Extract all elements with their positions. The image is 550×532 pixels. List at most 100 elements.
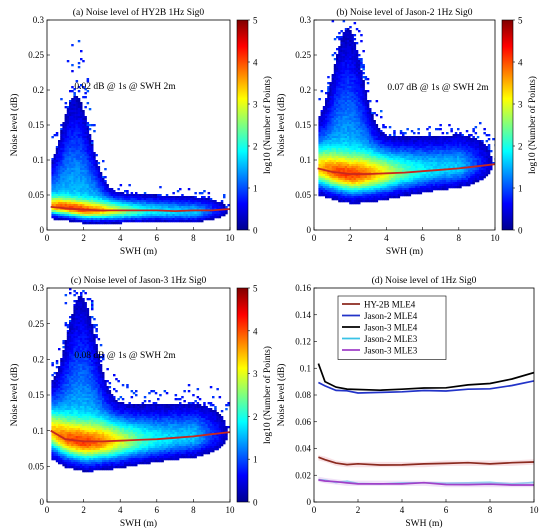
panel-a-colorbar-tick-label: 0 <box>253 226 258 236</box>
panel-c-ytick-label: 0.15 <box>28 390 44 400</box>
panel-c-ytick-label: 0.3 <box>33 283 45 293</box>
panel-c-colorbar-label: log10 (Number of Points) <box>262 346 273 444</box>
panel-a-xtick-label: 4 <box>118 233 123 243</box>
panel-d-legend-label-0: HY-2B MLE4 <box>364 299 416 309</box>
panel-b-xtick-label: 6 <box>420 233 425 243</box>
panel-d-series-group <box>317 363 534 488</box>
panel-c-colorbar <box>236 287 249 503</box>
panel-a-colorbar-tick-label: 5 <box>253 16 258 26</box>
panel-d-title: (d) Noise level of 1Hz Sig0 <box>372 275 477 286</box>
panel-b-ytick-label: 0.2 <box>300 85 311 95</box>
panel-a-colorbar <box>236 19 249 231</box>
panel-a-title: (a) Noise level of HY2B 1Hz Sig0 <box>73 7 205 18</box>
panel-d-xtick-label: 8 <box>488 505 493 515</box>
panel-c-xlabel: SWH (m) <box>120 518 157 529</box>
panel-b-xlabel: SWH (m) <box>386 246 423 257</box>
panel-c-xtick-label: 2 <box>81 505 86 515</box>
panel-b-colorbar-tick-label: 5 <box>518 16 523 26</box>
panel-d-ytick-label: 0.08 <box>295 390 311 400</box>
panel-c-title: (c) Noise level of Jason-3 1Hz Sig0 <box>71 275 207 286</box>
panel-b-ytick-label: 0 <box>307 225 312 235</box>
panel-b-title: (b) Noise level of Jason-2 1Hz Sig0 <box>336 7 472 18</box>
panel-a-ytick-label: 0.15 <box>28 120 44 130</box>
panel-d-series-line-jason-3-mle3 <box>318 479 534 486</box>
panel-c-xtick-label: 4 <box>118 505 123 515</box>
panel-d-legend-label-2: Jason-3 MLE4 <box>364 322 418 332</box>
panel-b-ytick-label: 0.05 <box>295 190 311 200</box>
panel-d-series-line-jason-2-mle4 <box>318 380 534 394</box>
panel-c-colorbar-tick-label: 4 <box>253 326 258 336</box>
panel-b-annotation: 0.07 dB @ 1s @ SWH 2m <box>387 83 489 93</box>
panel-a-ytick-label: 0.3 <box>33 15 45 25</box>
panel-d-xtick-label: 0 <box>312 505 317 515</box>
panel-a-ylabel: Noise level (dB) <box>9 94 20 157</box>
panel-d-ytick-label: 0.04 <box>295 444 311 454</box>
panel-d-ytick-label: 0.16 <box>295 283 311 293</box>
panel-b-colorbar-tick-label: 0 <box>518 226 523 236</box>
panel-a-colorbar-tick-label: 2 <box>253 142 258 152</box>
panel-c-fit-line <box>50 429 230 443</box>
panel-c-density <box>51 288 230 473</box>
panel-a-xtick-label: 6 <box>155 233 160 243</box>
panel-b-xtick-label: 8 <box>457 233 462 243</box>
panel-a-ytick-label: 0.1 <box>33 155 44 165</box>
panel-a-annotation: 0.02 dB @ 1s @ SWH 2m <box>74 82 176 92</box>
panel-d-series-line-hy-2b-mle4 <box>318 456 534 466</box>
panel-c-xtick-label: 0 <box>45 505 50 515</box>
panel-a-xtick-label: 0 <box>45 233 50 243</box>
panel-c-ytick-label: 0 <box>40 497 45 507</box>
panel-d-ylabel: Noise level (dB) <box>276 364 287 427</box>
panel-d-xtick-label: 10 <box>530 505 540 515</box>
panel-c-ytick-label: 0.05 <box>28 462 44 472</box>
panel-b-colorbar <box>501 19 514 231</box>
panel-b-xtick-label: 10 <box>491 233 501 243</box>
panel-d-ytick-label: 0 <box>307 497 312 507</box>
panel-b-ytick-label: 0.15 <box>295 120 311 130</box>
panel-b-ytick-label: 0.25 <box>295 50 311 60</box>
panel-b-colorbar-tick-label: 1 <box>518 184 523 194</box>
panel-c-xtick-label: 8 <box>191 505 196 515</box>
panel-c-colorbar-tick-label: 1 <box>253 455 258 465</box>
panel-d-ytick-label: 0.14 <box>295 310 311 320</box>
panel-c-annotation: 0.08 dB @ 1s @ SWH 2m <box>74 351 176 361</box>
panel-d-ytick-label: 0.1 <box>300 363 311 373</box>
panel-c-colorbar-tick-label: 0 <box>253 498 258 508</box>
panel-a-xtick-label: 10 <box>226 233 236 243</box>
panel-a-xtick-label: 2 <box>81 233 86 243</box>
panel-a-colorbar-tick-label: 4 <box>253 58 258 68</box>
panel-b-ytick-label: 0.3 <box>300 15 312 25</box>
panel-a-colorbar-label: log10 (Number of Points) <box>262 76 273 174</box>
panel-b-xtick-label: 0 <box>312 233 317 243</box>
panel-c-ylabel: Noise level (dB) <box>9 364 20 427</box>
panel-a-colorbar-tick-label: 3 <box>253 100 258 110</box>
panel-b-colorbar-tick-label: 2 <box>518 142 523 152</box>
panel-d-xtick-label: 2 <box>356 505 361 515</box>
panel-c-colorbar-tick-label: 2 <box>253 412 258 422</box>
panel-a-fit-line <box>50 206 230 213</box>
panel-b-ylabel: Noise level (dB) <box>276 94 287 157</box>
panel-c-ytick-label: 0.1 <box>33 426 44 436</box>
panel-b-colorbar-tick-label: 4 <box>518 58 523 68</box>
panel-d-xtick-label: 6 <box>444 505 449 515</box>
panel-b-ytick-label: 0.1 <box>300 155 311 165</box>
panel-a-xtick-label: 8 <box>191 233 196 243</box>
panel-d-series-line-jason-3-mle4 <box>317 363 534 392</box>
panel-d-ytick-label: 0.12 <box>295 337 311 347</box>
panel-b-colorbar-label: log10 (Number of Points) <box>527 76 538 174</box>
panel-c-colorbar-tick-label: 3 <box>253 369 258 379</box>
panel-c-colorbar-tick-label: 5 <box>253 284 258 294</box>
panel-a-xlabel: SWH (m) <box>120 246 157 257</box>
panel-a-ytick-label: 0 <box>40 225 45 235</box>
panel-d-legend-label-1: Jason-2 MLE4 <box>364 311 418 321</box>
panel-a-ytick-label: 0.05 <box>28 190 44 200</box>
panel-c-xtick-label: 6 <box>155 505 160 515</box>
panel-b-xtick-label: 2 <box>348 233 353 243</box>
panel-d-xtick-label: 4 <box>400 505 405 515</box>
panel-b-fit-line <box>317 163 495 175</box>
panel-a-ytick-label: 0.25 <box>28 50 44 60</box>
panel-a-colorbar-tick-label: 1 <box>253 184 258 194</box>
panel-d-ytick-label: 0.02 <box>295 470 311 480</box>
panel-c-ytick-label: 0.25 <box>28 319 44 329</box>
panel-b-xtick-label: 4 <box>384 233 389 243</box>
